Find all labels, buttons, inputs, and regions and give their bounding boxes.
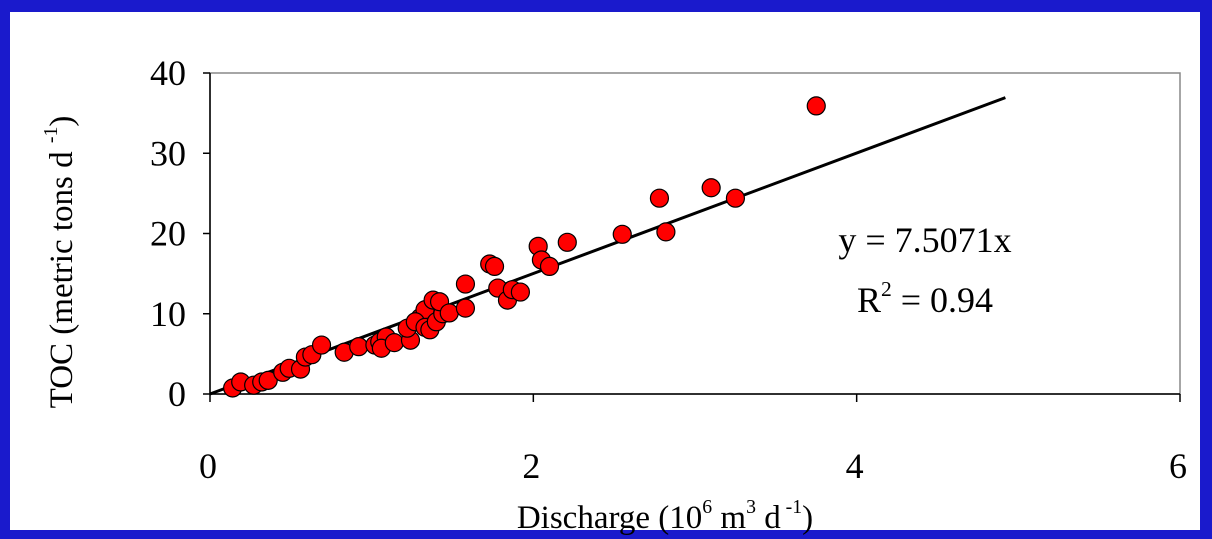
data-point (384, 333, 404, 353)
text-part: R (857, 280, 881, 320)
x-tick-label: 0 (199, 446, 217, 486)
x-tick-label: 2 (522, 446, 540, 486)
data-point (612, 224, 632, 244)
data-point (439, 303, 459, 323)
data-point (725, 188, 746, 208)
data-point (311, 335, 332, 355)
data-point (258, 370, 278, 390)
y-tick-label: 30 (150, 133, 186, 173)
data-point (510, 282, 531, 302)
data-point (806, 96, 826, 116)
text-part: d (756, 500, 781, 536)
data-point (539, 256, 560, 277)
equation: y = 7.5071x (838, 220, 1011, 260)
superscript: -1 (781, 496, 802, 518)
y-tick-label: 40 (150, 53, 186, 93)
data-point (349, 337, 369, 357)
data-point (656, 222, 676, 242)
text-part: m (712, 500, 746, 536)
y-tick-label: 20 (150, 214, 186, 254)
text-part: = 0.94 (892, 280, 993, 320)
y-axis-label: TOC (metric tons d -1) (40, 116, 80, 409)
chart-background (10, 12, 1200, 530)
superscript: 3 (746, 496, 756, 518)
x-tick-label: 6 (1169, 446, 1187, 486)
data-point (455, 274, 476, 294)
superscript: 2 (881, 277, 892, 301)
x-axis-label: Discharge (106 m3 d -1) (517, 496, 813, 536)
text-part: ) (802, 500, 813, 536)
data-point (455, 298, 476, 318)
data-point (701, 178, 721, 198)
data-point (484, 256, 505, 277)
text-part: TOC (metric tons d (44, 143, 80, 408)
r-squared: R2 = 0.94 (857, 277, 993, 320)
text-part: ) (44, 116, 80, 127)
y-tick-label: 0 (168, 374, 186, 414)
superscript: 6 (702, 496, 712, 518)
text-part: Discharge (10 (517, 500, 702, 536)
x-tick-label: 4 (846, 446, 864, 486)
data-point (557, 232, 577, 252)
superscript: -1 (40, 127, 62, 143)
y-tick-label: 10 (150, 294, 186, 334)
data-point (649, 188, 670, 208)
